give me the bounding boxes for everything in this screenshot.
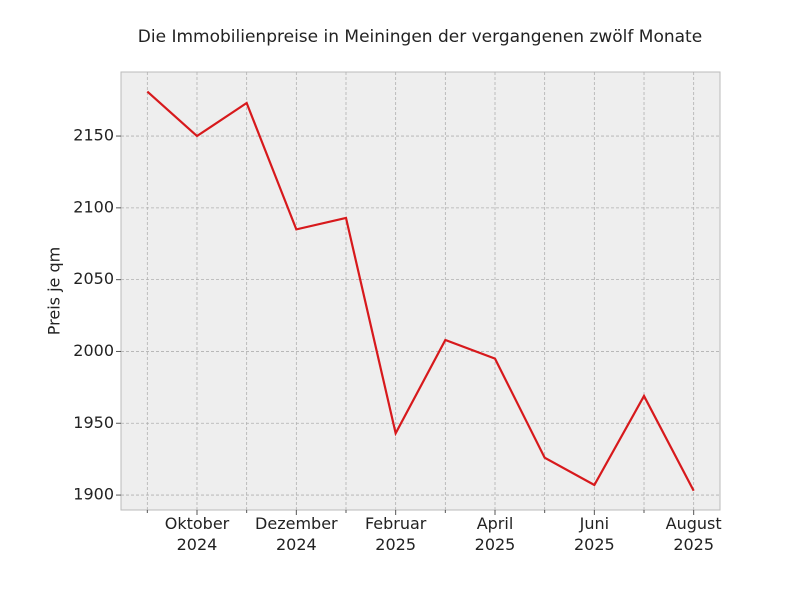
x-tick-label: April 2025 [474, 514, 516, 554]
x-tick-label: August 2025 [665, 514, 722, 554]
y-axis-label: Preis je qm [45, 247, 64, 335]
grid: 1900 1950 2000 2050 2100 2150 [73, 72, 720, 515]
y-tick-label: 2000 [73, 341, 114, 360]
marks [146, 90, 695, 492]
chart-title: Die Immobilienpreise in Meiningen der ve… [138, 27, 702, 47]
x-tick-label: Oktober 2024 [164, 514, 230, 554]
x-tick-label: Februar 2025 [364, 514, 427, 554]
x-tick-label: Juni 2025 [573, 514, 615, 554]
y-tick-label: 1950 [73, 413, 114, 432]
y-tick-label: 2100 [73, 197, 114, 216]
y-tick-label: 1900 [73, 485, 114, 504]
line [146, 90, 695, 492]
y-tick-label: 2150 [73, 126, 114, 145]
x-tick-label: Dezember 2024 [255, 514, 338, 554]
y-tick-label: 2050 [73, 269, 114, 288]
plot-area [120, 71, 721, 511]
